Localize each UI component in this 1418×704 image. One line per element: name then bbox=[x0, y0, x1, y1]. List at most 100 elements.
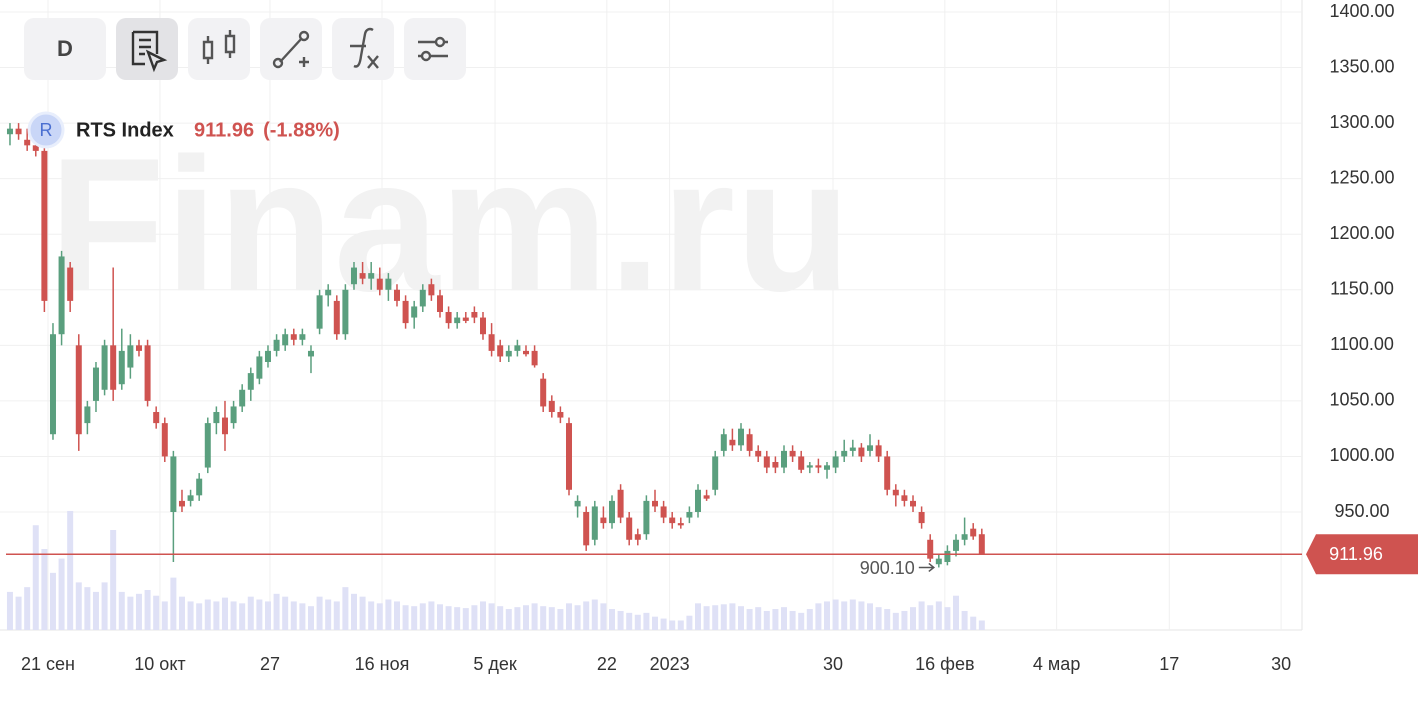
last-price-label: 911.96 bbox=[1329, 544, 1383, 564]
candle-body bbox=[626, 517, 633, 540]
candle-body bbox=[350, 267, 357, 285]
candle-body bbox=[479, 317, 486, 335]
volume-bar bbox=[591, 599, 598, 630]
candle-body bbox=[875, 445, 882, 457]
volume-bar bbox=[944, 607, 951, 630]
y-tick-label: 1050.00 bbox=[1329, 390, 1394, 410]
candle-body bbox=[342, 289, 349, 335]
volume-bar bbox=[634, 614, 641, 630]
candle-body bbox=[591, 506, 598, 540]
x-tick-label: 16 ноя bbox=[355, 654, 410, 674]
volume-bar bbox=[918, 601, 925, 630]
volume-bar bbox=[75, 582, 82, 630]
volume-bar bbox=[187, 601, 194, 630]
candle-body bbox=[264, 350, 271, 362]
tool-icon bbox=[434, 36, 446, 48]
y-tick-label: 1150.00 bbox=[1330, 279, 1394, 299]
candle-body bbox=[393, 289, 400, 301]
volume-bar bbox=[471, 605, 478, 630]
volume-bar bbox=[738, 606, 745, 630]
volume-bar bbox=[583, 601, 590, 630]
volume-bar bbox=[256, 599, 263, 630]
candle-body bbox=[230, 406, 237, 424]
x-tick-label: 4 мар bbox=[1033, 654, 1080, 674]
volume-bar bbox=[720, 604, 727, 630]
volume-bar bbox=[832, 599, 839, 630]
candle-body bbox=[402, 300, 409, 324]
x-tick-label: 30 bbox=[823, 654, 843, 674]
y-tick-label: 1400.00 bbox=[1329, 1, 1394, 21]
candle-body bbox=[910, 500, 917, 507]
candle-body bbox=[514, 345, 521, 351]
low-arrow bbox=[918, 562, 936, 573]
volume-bar bbox=[161, 601, 168, 630]
candle-body bbox=[161, 423, 168, 457]
volume-bar bbox=[419, 603, 426, 630]
volume-bar bbox=[368, 601, 375, 630]
candle-body bbox=[531, 350, 538, 366]
volume-bar bbox=[153, 595, 160, 630]
candle-body bbox=[781, 450, 788, 468]
candle-body bbox=[273, 339, 280, 351]
volume-bar bbox=[58, 558, 65, 630]
volume-bar bbox=[781, 607, 788, 630]
candle-body bbox=[824, 465, 831, 470]
candle-body bbox=[170, 456, 177, 512]
volume-bar bbox=[617, 610, 624, 630]
tool-icon bbox=[202, 30, 236, 64]
candle-body bbox=[729, 439, 736, 446]
volume-bar bbox=[127, 596, 134, 630]
volume-bar bbox=[522, 605, 529, 630]
tool-button[interactable] bbox=[404, 18, 466, 80]
volume-bar bbox=[6, 591, 13, 630]
candle-body bbox=[695, 489, 702, 512]
volume-bar bbox=[230, 601, 237, 630]
candle-body bbox=[92, 367, 99, 401]
candle-body bbox=[299, 334, 306, 340]
candle-body bbox=[832, 456, 839, 468]
tool-button[interactable] bbox=[116, 18, 178, 80]
volume-bar bbox=[49, 572, 56, 630]
volume-bar bbox=[307, 606, 314, 630]
volume-bar bbox=[669, 620, 676, 630]
volume-bar bbox=[316, 596, 323, 630]
candle-body bbox=[583, 512, 590, 546]
candle-body bbox=[101, 345, 108, 390]
plot bbox=[6, 123, 1302, 630]
legend: R RTS Index 911.96 (-1.88%) bbox=[27, 111, 340, 149]
candle-body bbox=[755, 450, 762, 457]
candle-body bbox=[497, 345, 504, 357]
interval-button[interactable] bbox=[24, 18, 106, 80]
volume-bar bbox=[712, 605, 719, 630]
volume-bar bbox=[325, 599, 332, 630]
volume-bar bbox=[557, 609, 564, 630]
volume-bar bbox=[763, 610, 770, 630]
candle-body bbox=[282, 334, 289, 346]
volume-bar bbox=[144, 590, 151, 630]
volume-bar bbox=[92, 591, 99, 630]
volume-bar bbox=[755, 607, 762, 630]
candle-body bbox=[540, 378, 547, 407]
volume-bar bbox=[239, 603, 246, 630]
candle-body bbox=[316, 295, 323, 329]
candle-body bbox=[153, 412, 160, 424]
tool-icon bbox=[298, 30, 310, 42]
volume-bar bbox=[789, 610, 796, 630]
volume-bar bbox=[299, 603, 306, 630]
candle-body bbox=[247, 373, 254, 390]
volume-bar bbox=[282, 596, 289, 630]
volume-bar bbox=[892, 612, 899, 630]
toolbar: D bbox=[24, 18, 466, 80]
volume-bar bbox=[978, 620, 985, 630]
candle-body bbox=[419, 289, 426, 307]
candle-body bbox=[789, 450, 796, 457]
tool-icon bbox=[420, 50, 432, 62]
volume-bar bbox=[514, 607, 521, 630]
volume-bar bbox=[746, 609, 753, 630]
volume-bar bbox=[24, 587, 31, 630]
volume-bar bbox=[961, 610, 968, 630]
volume-bar bbox=[135, 593, 142, 630]
tool-button[interactable] bbox=[188, 18, 250, 80]
volume-bar bbox=[686, 615, 693, 630]
volume-bar bbox=[436, 604, 443, 630]
